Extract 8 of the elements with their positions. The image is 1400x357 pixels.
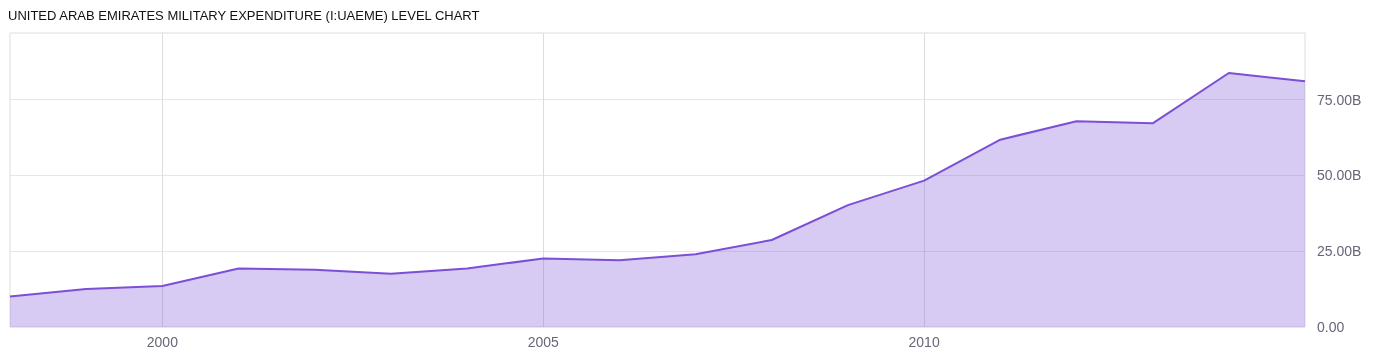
x-tick-label: 2010: [908, 334, 940, 350]
y-tick-label: 50.00B: [1317, 167, 1362, 184]
x-tick-label: 2005: [527, 334, 560, 350]
y-tick-label: 0.00: [1317, 319, 1345, 335]
y-tick-label: 75.00B: [1317, 91, 1362, 108]
y-tick-label: 25.00B: [1317, 243, 1362, 260]
x-tick-label: 2000: [146, 334, 179, 350]
chart-title: UNITED ARAB EMIRATES MILITARY EXPENDITURE (I:UAEME) LEVEL CHART: [8, 8, 480, 23]
